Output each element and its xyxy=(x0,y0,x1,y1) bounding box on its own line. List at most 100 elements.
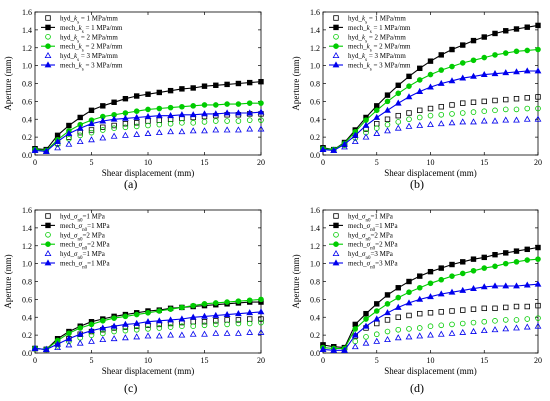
legend-marker xyxy=(333,24,339,31)
x-tick-label: 0 xyxy=(33,356,37,365)
legend-marker xyxy=(332,249,340,257)
data-point xyxy=(384,98,391,105)
data-point xyxy=(513,116,520,123)
data-point xyxy=(373,315,381,322)
data-point xyxy=(394,124,402,131)
data-point xyxy=(212,110,220,117)
data-point xyxy=(133,319,141,326)
data-point xyxy=(201,83,208,89)
data-point xyxy=(503,304,509,311)
data-point xyxy=(513,26,520,32)
y-tick-label: 1.6 xyxy=(22,206,32,215)
data-point xyxy=(502,116,510,123)
data-point xyxy=(513,317,520,323)
data-point xyxy=(42,345,50,352)
data-point xyxy=(459,320,466,327)
data-point xyxy=(363,310,369,317)
x-tick-label: 20 xyxy=(257,158,265,167)
data-point xyxy=(31,146,39,153)
data-point xyxy=(438,322,445,329)
data-point xyxy=(190,323,197,329)
legend-label: mech_ks = 2 MPa/mm xyxy=(60,43,123,54)
data-point xyxy=(470,285,477,292)
data-point xyxy=(122,320,129,327)
data-point xyxy=(246,79,253,86)
data-point xyxy=(427,268,434,275)
y-tick-label: 0.4 xyxy=(310,313,320,322)
data-point xyxy=(156,117,162,123)
data-point xyxy=(405,299,413,306)
data-point xyxy=(133,123,140,130)
data-point xyxy=(179,86,185,92)
data-point xyxy=(111,315,117,321)
data-point xyxy=(212,311,220,318)
data-point xyxy=(201,322,208,329)
data-point xyxy=(100,103,106,109)
data-point xyxy=(438,111,445,118)
series-mech-circle xyxy=(32,100,264,154)
data-point xyxy=(406,278,412,285)
data-point xyxy=(246,117,253,123)
data-point xyxy=(460,100,466,106)
y-tick-label: 0.8 xyxy=(310,80,320,89)
data-point xyxy=(406,73,412,80)
data-point xyxy=(460,307,466,313)
series-mech-circle xyxy=(320,256,541,352)
data-point xyxy=(352,321,358,328)
legend-label: hyd_ks = 1 MPa/mm xyxy=(60,15,118,26)
data-point xyxy=(535,94,541,100)
y-tick-label: 1.2 xyxy=(22,242,32,251)
legend-marker xyxy=(45,43,51,49)
data-point xyxy=(110,115,118,122)
data-point xyxy=(224,299,230,305)
data-point xyxy=(133,120,140,126)
data-point xyxy=(406,110,412,116)
data-point xyxy=(460,42,466,48)
data-point xyxy=(427,112,434,119)
legend-marker xyxy=(333,213,339,219)
data-point xyxy=(459,74,467,81)
data-point xyxy=(416,121,424,128)
legend-marker xyxy=(45,232,51,238)
data-point xyxy=(470,99,477,105)
data-point xyxy=(406,289,412,296)
data-point xyxy=(416,77,423,83)
data-point xyxy=(448,288,456,295)
data-point xyxy=(88,327,95,334)
x-tick-label: 20 xyxy=(257,356,265,365)
x-tick-label: 20 xyxy=(534,158,542,167)
data-point xyxy=(492,263,498,270)
x-axis-label: Shear displacement (mm) xyxy=(384,366,476,376)
legend-marker xyxy=(44,51,52,58)
data-point xyxy=(481,318,488,325)
data-point xyxy=(481,305,487,312)
data-point xyxy=(502,317,509,323)
data-point xyxy=(235,329,242,336)
data-point xyxy=(110,322,118,329)
data-point xyxy=(77,325,83,331)
legend-marker xyxy=(332,61,340,68)
legend-marker xyxy=(333,15,339,21)
x-tick-label: 0 xyxy=(321,158,325,167)
data-point xyxy=(155,332,163,339)
data-point xyxy=(201,330,208,337)
data-point xyxy=(481,98,487,105)
data-point xyxy=(258,319,264,326)
data-point xyxy=(492,52,498,58)
data-point xyxy=(524,24,530,30)
data-point xyxy=(257,308,265,315)
data-point xyxy=(373,331,380,338)
x-tick-label: 10 xyxy=(427,356,435,365)
data-point xyxy=(480,70,488,77)
data-point xyxy=(374,301,380,307)
data-point xyxy=(395,285,401,291)
data-point xyxy=(100,318,106,324)
data-point xyxy=(213,300,219,306)
legend-label: hyd_ks = 2 MPa/mm xyxy=(60,33,118,44)
data-point xyxy=(406,116,412,123)
data-point xyxy=(535,22,541,29)
data-point xyxy=(449,321,455,328)
